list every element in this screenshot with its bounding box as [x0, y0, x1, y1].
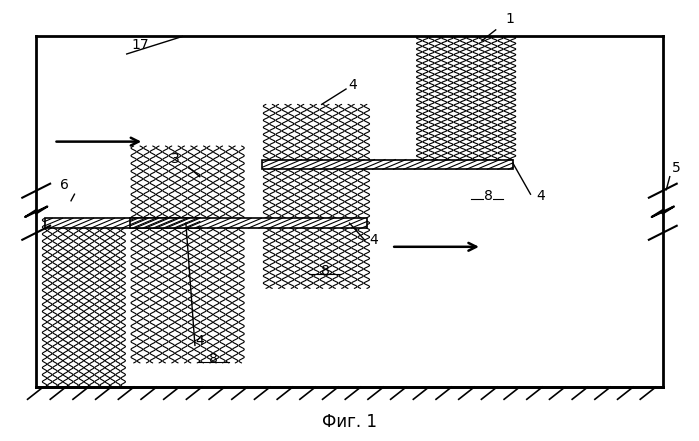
- Text: 8: 8: [484, 189, 493, 203]
- Text: 1: 1: [505, 12, 514, 26]
- Text: 4: 4: [196, 334, 204, 348]
- Bar: [45, 218, 200, 228]
- Bar: [262, 160, 513, 169]
- Text: 8: 8: [321, 264, 329, 278]
- Text: 17: 17: [132, 38, 150, 52]
- Text: 5: 5: [672, 161, 681, 175]
- Text: 4: 4: [370, 233, 378, 247]
- Bar: [130, 218, 367, 228]
- Text: 4: 4: [349, 78, 357, 92]
- Text: 8: 8: [209, 351, 218, 366]
- Text: 4: 4: [537, 189, 545, 203]
- Text: 3: 3: [171, 152, 180, 166]
- Text: 6: 6: [59, 179, 69, 192]
- Text: Фиг. 1: Фиг. 1: [322, 413, 377, 431]
